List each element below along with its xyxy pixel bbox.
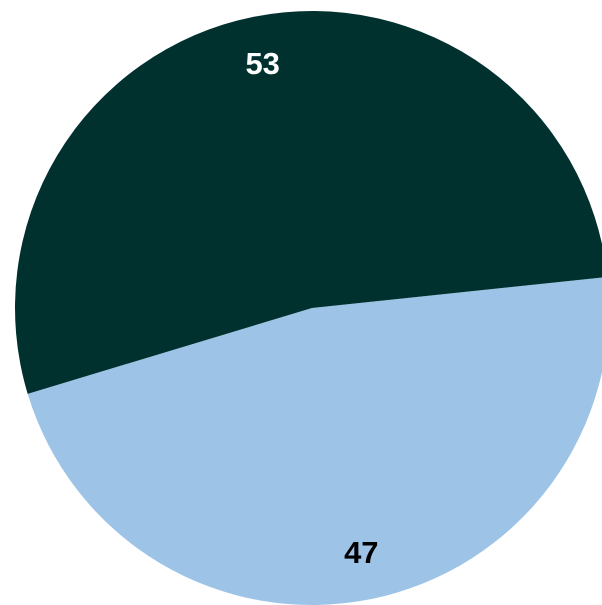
pie-slice-47 xyxy=(27,277,602,605)
data-label-47: 47 xyxy=(344,535,378,570)
data-label-53: 53 xyxy=(245,46,279,81)
pie-slice-53 xyxy=(15,11,602,394)
pie-slices xyxy=(15,11,602,605)
slice-labels: 47 53 xyxy=(245,46,378,570)
